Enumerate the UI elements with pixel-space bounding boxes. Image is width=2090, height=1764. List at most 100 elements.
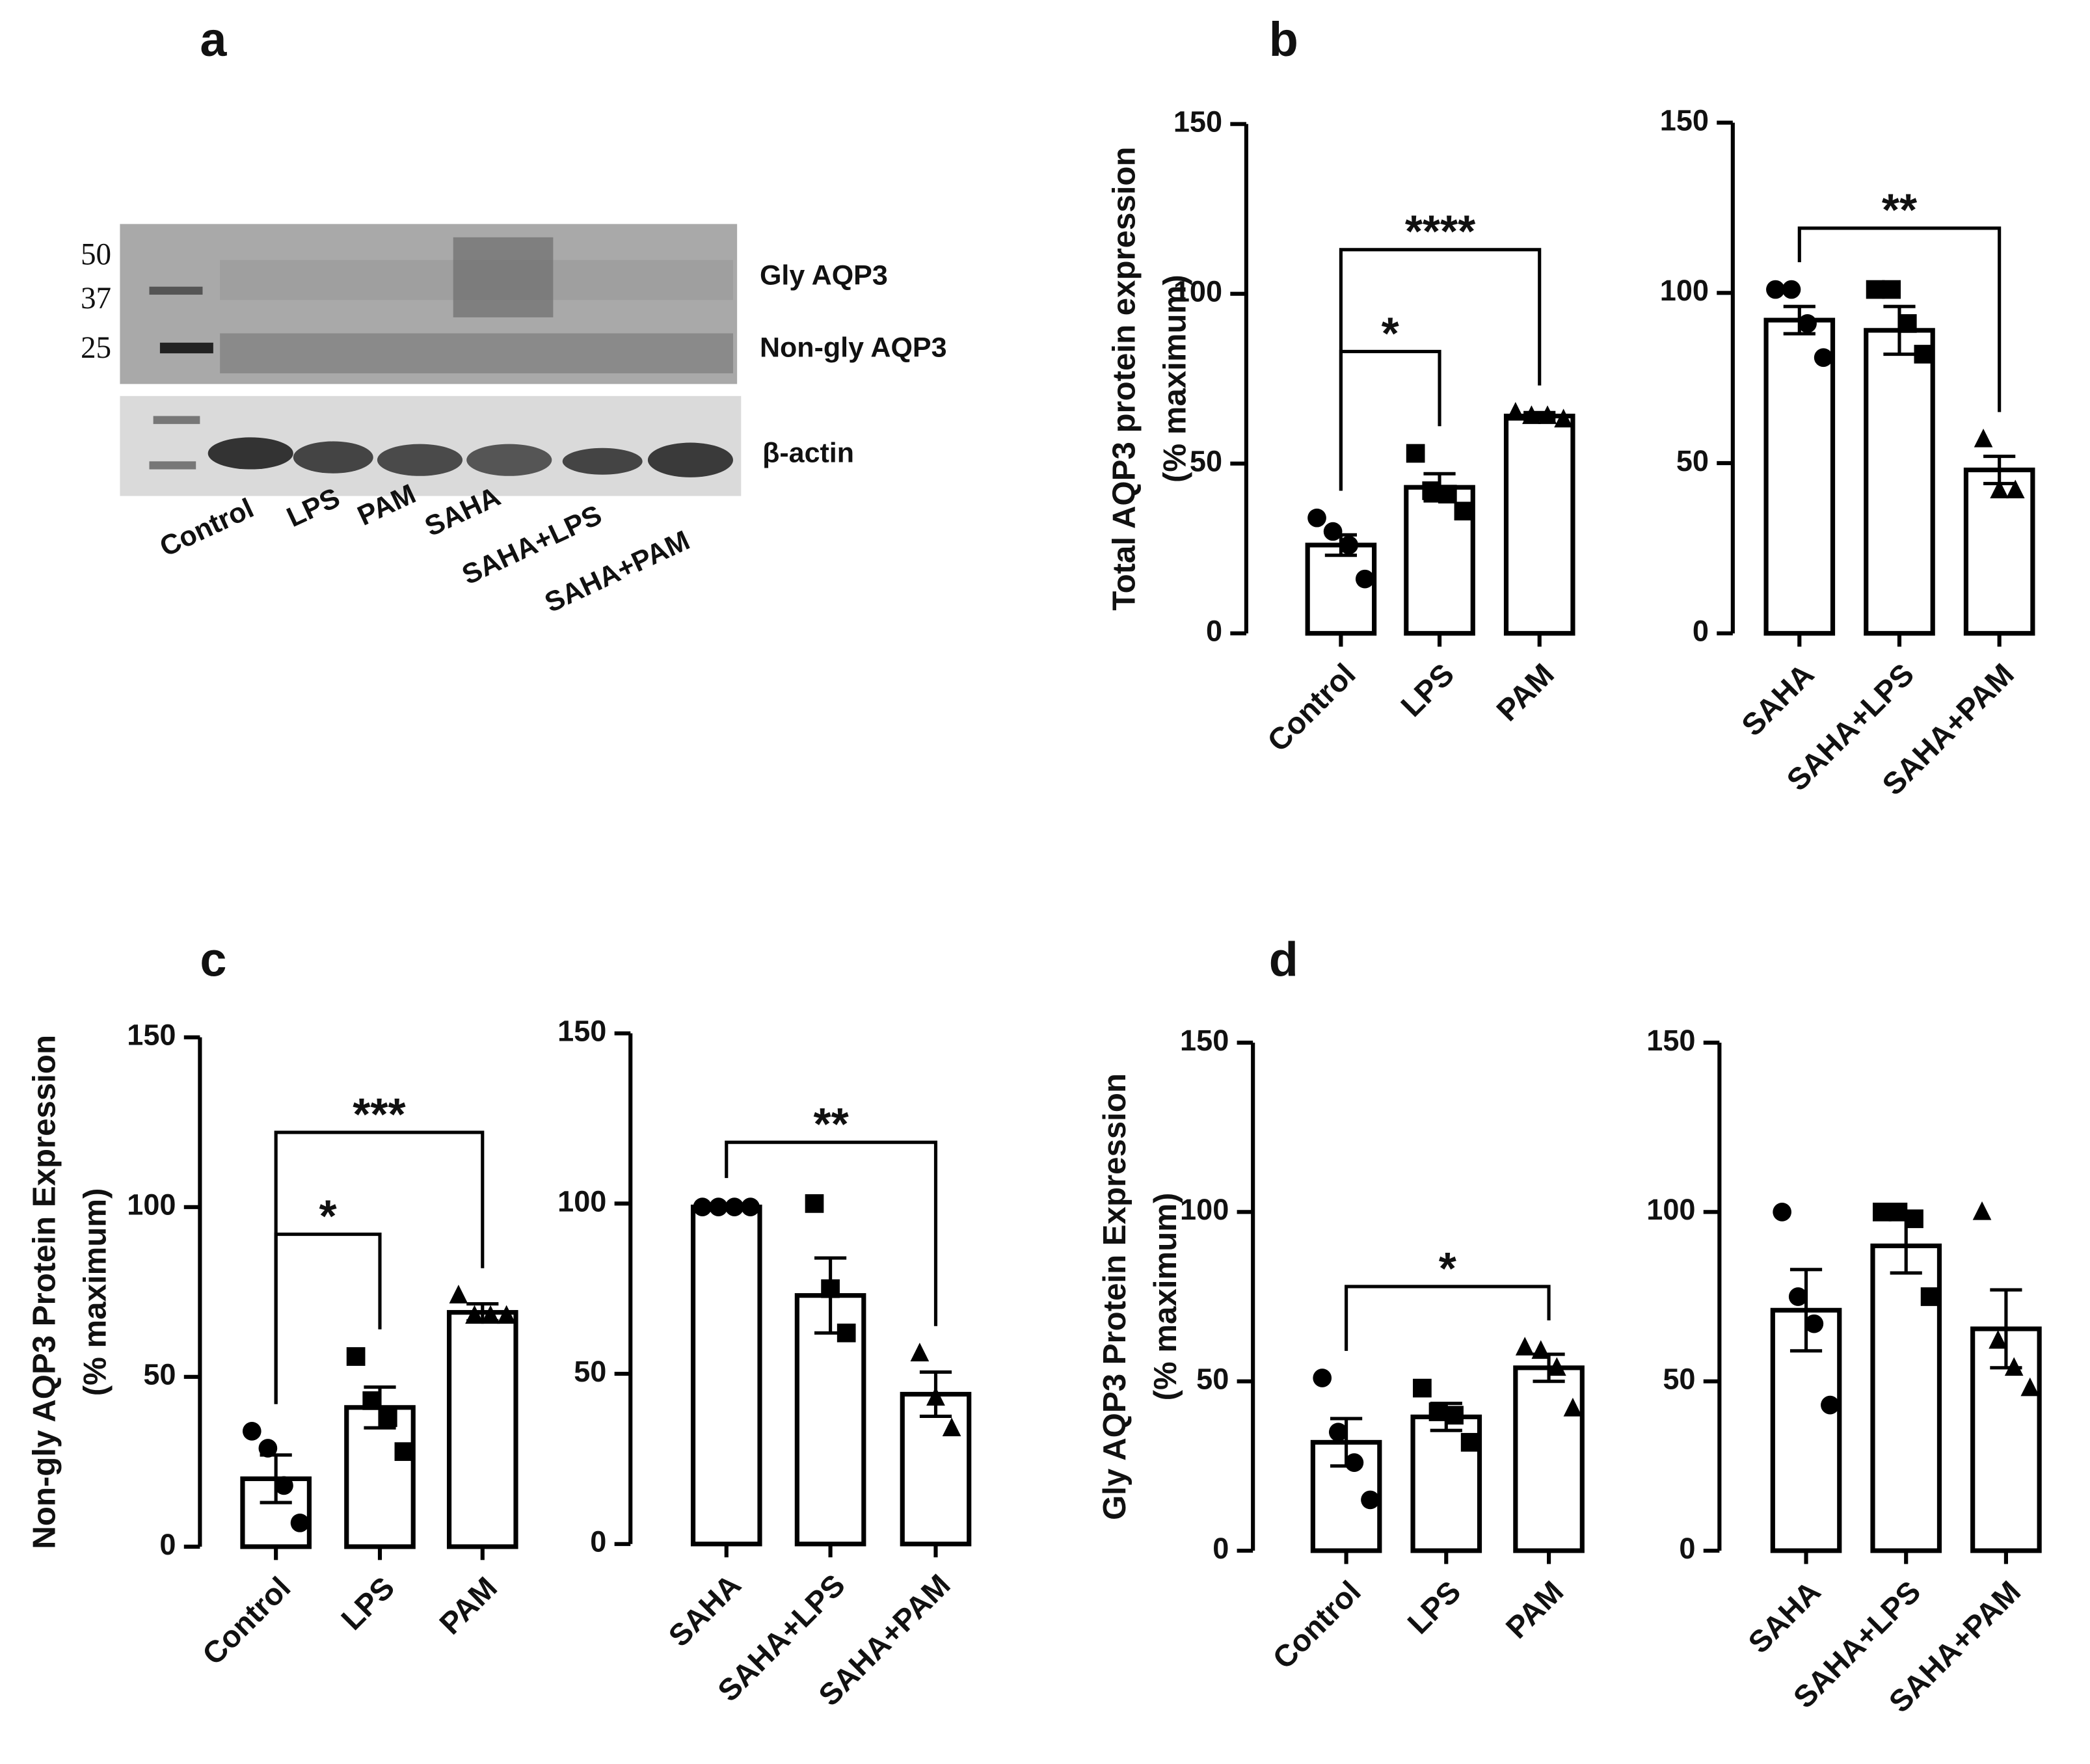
y-tick-label: 0 [1693,615,1709,648]
y-axis-label: Total AQP3 protein expression [1106,147,1142,611]
y-tick-label: 50 [1190,445,1222,478]
data-point [1460,1433,1480,1452]
data-point [693,1197,712,1216]
data-point [1990,479,2009,499]
significance-bracket [1345,1285,1551,1351]
data-point [1821,1395,1840,1415]
y-tick-label: 150 [127,1019,176,1052]
y-tick-label: 0 [1679,1532,1695,1565]
data-point [1972,1201,1992,1220]
data-point [1445,1406,1464,1425]
data-point [1872,1202,1892,1222]
data-point [837,1323,856,1343]
mw-marker: 37 [81,282,111,315]
significance-label: ** [1882,185,1918,235]
y-tick-label: 50 [1196,1363,1229,1396]
significance-label: *** [353,1089,406,1140]
data-point [741,1197,760,1216]
data-point [1882,280,1901,299]
data-point [481,1305,500,1324]
data-point [1866,280,1885,299]
data-point [1307,508,1326,528]
data-point [1788,1287,1808,1306]
data-point [709,1197,728,1216]
data-point [2020,1377,2040,1396]
y-tick-label: 150 [557,1015,606,1048]
significance-label: * [1382,308,1400,358]
y-tick-label: 0 [590,1525,606,1558]
blot-band [220,333,734,373]
data-point [362,1391,382,1410]
data-point [290,1513,310,1532]
data-point [1531,1340,1551,1359]
significance-label: ** [814,1099,850,1149]
data-point [1413,1378,1432,1398]
data-point [2004,1357,2024,1376]
data-point [1905,1209,1923,1229]
data-point [1814,348,1833,368]
significance-bracket [1797,226,2002,412]
x-tick-label: Control [1266,1574,1367,1676]
y-axis-label: Non-gly AQP3 Protein Expression [27,1035,62,1549]
y-tick-label: 150 [1646,1024,1695,1057]
data-point [1345,1453,1364,1472]
panel-label: a [200,12,227,66]
y-axis-label: Gly AQP3 Protein Expression [1097,1073,1132,1520]
significance-bracket [274,1233,382,1404]
data-point [1515,1337,1534,1356]
data-point [242,1422,261,1441]
y-axis-label: (% maximum) [77,1188,113,1396]
data-point [1339,535,1359,555]
actin-band [466,444,552,476]
blot-band [453,237,554,317]
error-bar [1789,1268,1823,1353]
data-point [1782,280,1801,299]
y-tick-label: 100 [1660,274,1709,307]
data-point [497,1305,516,1324]
data-point [394,1442,414,1462]
y-tick-label: 150 [1180,1024,1229,1057]
x-tick-label: LPS [334,1570,401,1637]
data-point [1547,1357,1566,1376]
data-point [1920,1287,1940,1306]
bar [1763,317,1836,636]
data-point [725,1197,744,1216]
data-point [1313,1369,1332,1387]
data-point [1454,501,1473,521]
actin-band [208,437,293,470]
data-point [258,1439,278,1458]
data-point [942,1417,961,1437]
x-tick-label: LPS [1400,1574,1467,1640]
bar [446,1310,518,1549]
data-point [1422,481,1441,500]
data-point [1538,405,1557,424]
ladder-band [149,461,196,470]
significance-label: * [319,1190,338,1241]
data-point [465,1305,484,1324]
mw-marker: 50 [81,237,111,271]
data-point [1804,1314,1824,1333]
ladder-band [159,342,213,354]
y-tick-label: 150 [1173,105,1222,139]
y-tick-label: 50 [1676,444,1709,477]
x-tick-label: SAHA [662,1568,747,1653]
data-point [1328,1423,1348,1442]
actin-band [377,444,463,476]
data-point [1355,569,1374,589]
panel-label: c [200,933,226,987]
bar [1864,328,1935,636]
x-tick-label: PAM [433,1570,503,1641]
x-tick-label: LPS [1394,656,1460,723]
x-tick-label: SAHA [1741,1574,1827,1660]
bar [900,1391,972,1547]
data-point [1361,1490,1380,1510]
y-tick-label: 100 [557,1184,606,1218]
data-point [275,1476,293,1495]
data-point [1406,444,1425,463]
data-point [1554,408,1573,428]
data-point [1438,485,1457,504]
y-tick-label: 100 [1173,275,1222,308]
band-label: β-actin [762,437,854,468]
mw-marker: 25 [81,331,111,365]
